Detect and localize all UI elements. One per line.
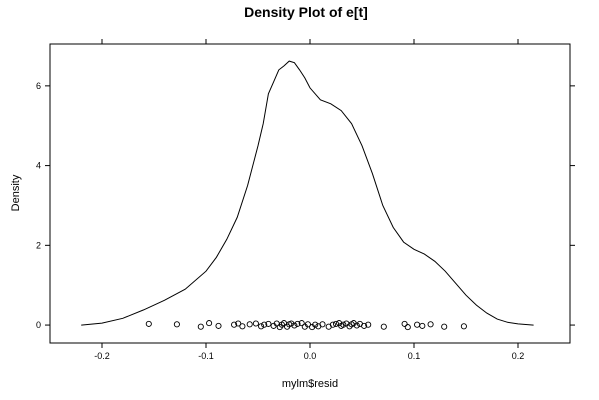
x-tick-label: 0.1: [408, 351, 421, 361]
axis-ticks: [45, 39, 575, 348]
rug-point: [294, 320, 301, 327]
rug-point: [329, 321, 336, 328]
rug-point: [235, 320, 242, 327]
chart-title: Density Plot of e[t]: [244, 4, 368, 20]
rug-point: [291, 322, 298, 329]
rug-point: [145, 320, 152, 327]
rug-point: [404, 324, 411, 331]
axis-tick-labels: -0.2 -0.1 0.0 0.1 0.2 0 2 4 6: [36, 81, 524, 361]
rug-point: [304, 321, 311, 328]
y-tick-label: 4: [36, 161, 41, 171]
rug-point: [288, 320, 295, 327]
rug-point: [298, 320, 305, 327]
rug-point: [332, 320, 340, 327]
rug-point: [441, 323, 448, 330]
rug-point: [265, 320, 272, 327]
rug-point: [401, 320, 408, 327]
rug-point: [419, 322, 426, 329]
rug-point: [365, 321, 372, 328]
rug-point: [312, 321, 319, 328]
plot-frame: [49, 43, 571, 344]
y-axis-label: Density: [10, 174, 22, 211]
y-tick-label: 2: [36, 240, 41, 250]
rug-point: [261, 321, 268, 328]
x-tick-label: -0.1: [198, 351, 214, 361]
rug-point: [173, 321, 180, 328]
rug-point: [340, 321, 347, 328]
x-axis-label: mylm$resid: [282, 378, 338, 390]
rug-point: [231, 321, 238, 328]
rug-point: [246, 321, 253, 328]
x-tick-label: 0.0: [304, 351, 317, 361]
density-curve: [81, 60, 534, 326]
x-tick-label: -0.2: [94, 351, 110, 361]
rug-point: [346, 323, 353, 330]
rug-point: [460, 323, 467, 330]
rug-point: [343, 320, 350, 327]
rug-point: [361, 322, 368, 329]
rug-point: [239, 323, 246, 330]
y-tick-label: 6: [36, 81, 41, 91]
rug-point: [414, 321, 421, 328]
y-tick-label: 0: [36, 320, 41, 330]
rug-point: [197, 323, 204, 330]
rug-point: [353, 322, 360, 329]
rug-point: [380, 323, 387, 330]
rug-point: [427, 321, 434, 328]
rug-point: [206, 320, 213, 327]
x-tick-label: 0.2: [512, 351, 525, 361]
rug-point: [319, 321, 326, 328]
rug-point: [252, 320, 259, 327]
rug-point: [258, 323, 265, 330]
rug-point: [215, 322, 222, 329]
rug-points: [145, 320, 467, 331]
